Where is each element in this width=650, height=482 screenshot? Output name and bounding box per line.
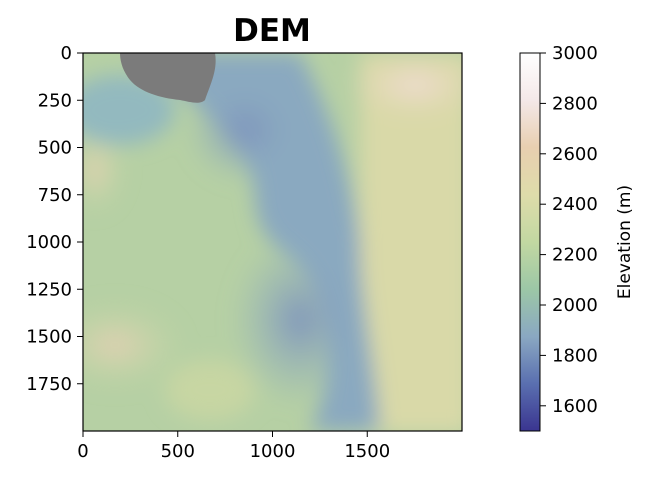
colorbar-tick-label: 1800 (552, 345, 598, 366)
colorbar-tick-label: 3000 (552, 43, 598, 64)
x-axis: 0 500 1000 1500 (77, 431, 390, 462)
colorbar-label: Elevation (m) (615, 185, 635, 299)
x-tick-label: 0 (77, 441, 88, 462)
y-tick-label: 750 (38, 185, 72, 206)
dem-heatmap (83, 53, 462, 431)
y-tick-label: 1000 (26, 232, 72, 253)
y-tick-label: 1500 (26, 327, 72, 348)
terrain-northern-valley (185, 75, 305, 185)
y-tick-label: 0 (61, 43, 72, 64)
colorbar (519, 52, 541, 432)
colorbar-tick-label: 2200 (552, 245, 598, 266)
terrain-south-high (165, 360, 255, 420)
y-tick-label: 500 (38, 138, 72, 159)
y-tick-label: 250 (38, 90, 72, 111)
terrain-southern-valley (230, 230, 370, 410)
colorbar-tick-label: 2400 (552, 194, 598, 215)
nodata-region (120, 53, 216, 103)
terrain-northeast-peak (345, 53, 462, 120)
x-tick-label: 1000 (250, 441, 296, 462)
colorbar-axis: 1600 1800 2000 2200 2400 2600 2800 3000 (540, 43, 598, 417)
terrain-southwest-high (83, 300, 185, 390)
chart-title: DEM (233, 13, 311, 49)
y-tick-label: 1250 (26, 279, 72, 300)
colorbar-tick-label: 1600 (552, 396, 598, 417)
colorbar-tick-label: 2000 (552, 295, 598, 316)
y-axis: 0 250 500 750 1000 1250 1500 1750 (26, 43, 83, 395)
colorbar-tick-label: 2600 (552, 144, 598, 165)
terrain-west-high (83, 125, 125, 215)
x-tick-label: 500 (161, 441, 195, 462)
colorbar-tick-label: 2800 (552, 93, 598, 114)
y-tick-label: 1750 (26, 374, 72, 395)
terrain-central-valley (150, 53, 380, 431)
x-tick-label: 1500 (344, 441, 390, 462)
